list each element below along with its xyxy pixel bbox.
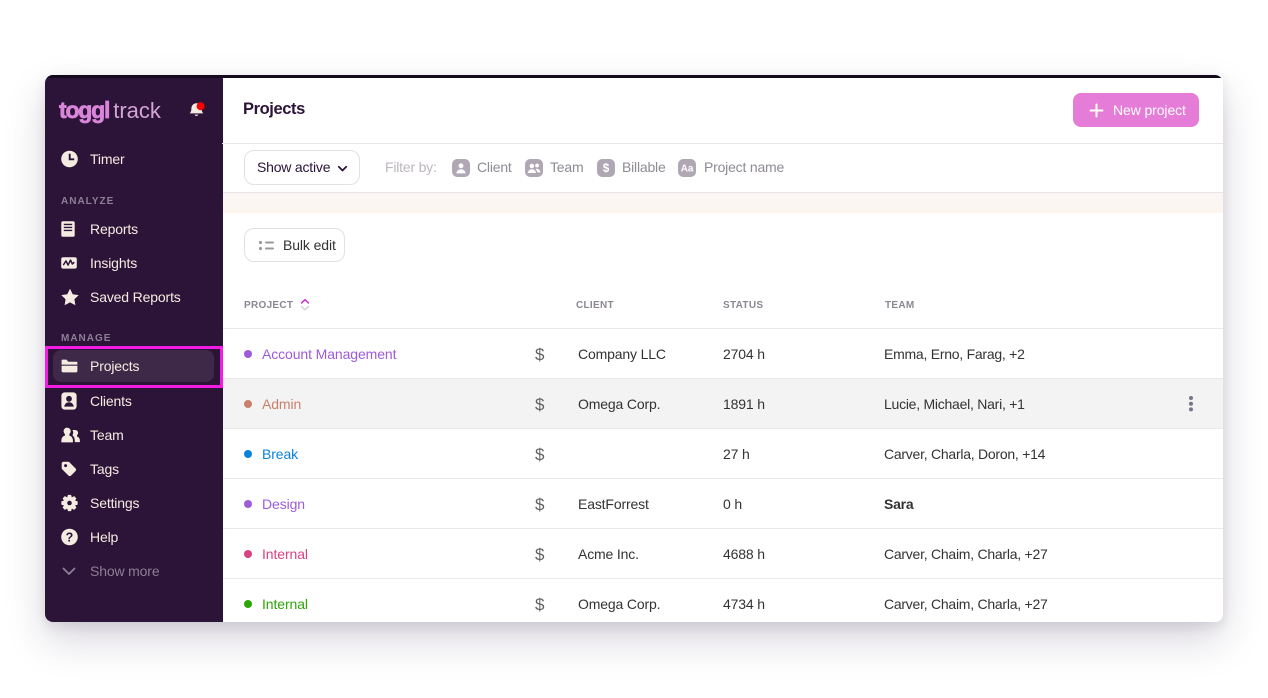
svg-text:$: $ [603,162,610,175]
svg-text:Aa: Aa [681,164,694,175]
svg-text:?: ? [66,530,74,544]
